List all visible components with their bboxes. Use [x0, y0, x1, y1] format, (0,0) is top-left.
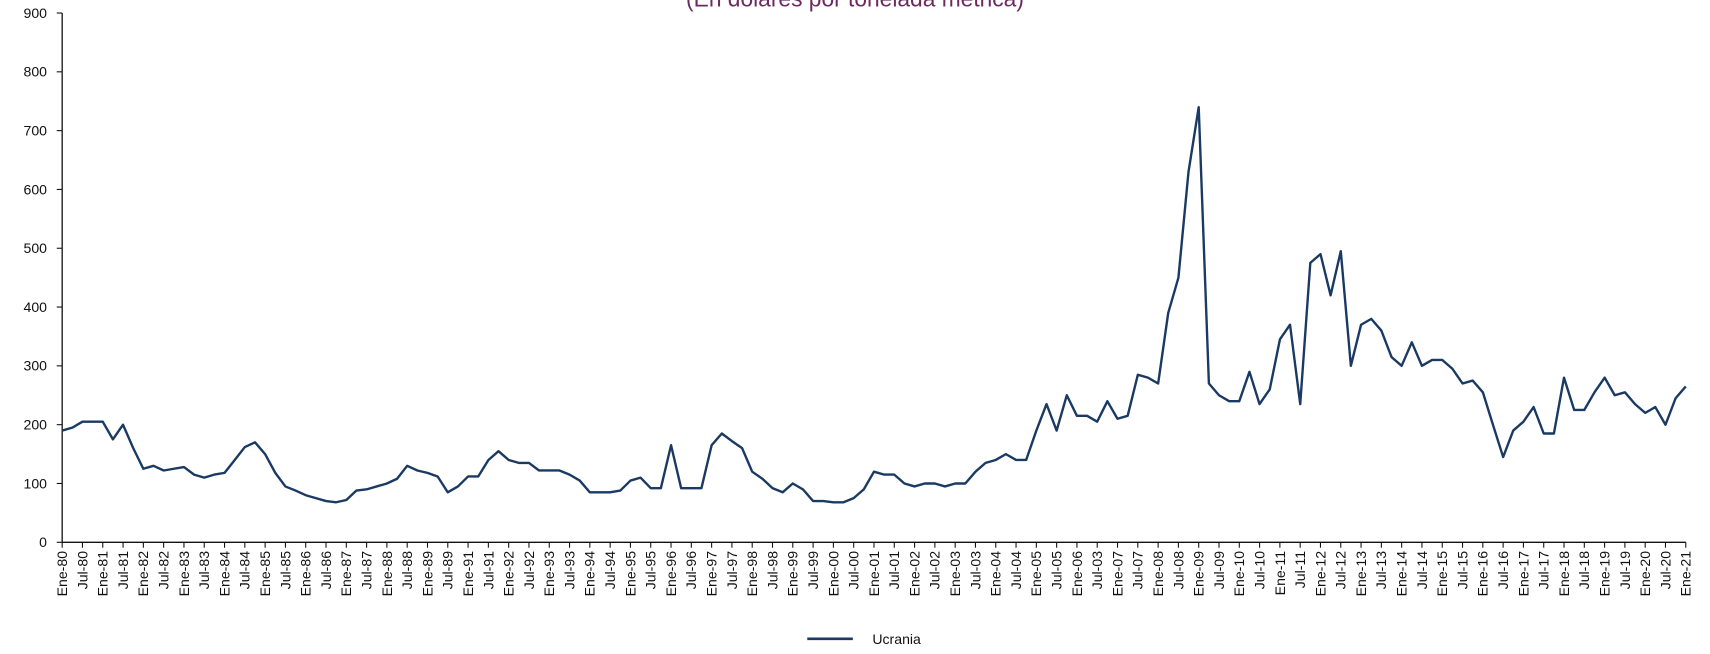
x-tick-label: Ene-81 — [95, 551, 111, 597]
y-tick-label: 400 — [23, 299, 47, 315]
x-tick-label: Jul-01 — [886, 551, 902, 590]
x-tick-label: Jul-85 — [277, 551, 293, 590]
x-tick-label: Ene-85 — [257, 551, 273, 597]
x-tick-label: Jul-97 — [724, 551, 740, 590]
x-tick-label: Jul-88 — [399, 551, 415, 590]
x-tick-label: Ene-16 — [1475, 551, 1491, 597]
x-tick-label: Ene-15 — [1434, 551, 1450, 597]
x-tick-label: Jul-93 — [561, 551, 577, 590]
x-tick-label: Ene-91 — [460, 551, 476, 597]
x-tick-label: Jul-00 — [846, 551, 862, 590]
x-tick-label: Ene-86 — [298, 551, 314, 597]
x-tick-label: Jul-84 — [237, 551, 253, 590]
x-tick-label: Jul-08 — [1170, 551, 1186, 590]
x-tick-label: Jul-18 — [1576, 551, 1592, 590]
x-tick-label: Ene-82 — [135, 551, 151, 597]
x-tick-label: Jul-82 — [156, 551, 172, 590]
x-tick-label: Ene-05 — [1028, 551, 1044, 597]
x-tick-label: Ene-80 — [54, 551, 70, 597]
x-tick-label: Jul-80 — [74, 551, 90, 590]
x-tick-label: Jul-07 — [1130, 551, 1146, 590]
y-tick-label: 800 — [23, 64, 47, 80]
x-tick-label: Ene-07 — [1109, 551, 1125, 597]
x-tick-label: Jul-89 — [440, 551, 456, 590]
x-tick-label: Jul-02 — [927, 551, 943, 590]
chart-subtitle: (En dólares por tonelada métrica) — [686, 0, 1024, 12]
x-tick-label: Jul-96 — [683, 551, 699, 590]
y-tick-label: 700 — [23, 123, 47, 139]
x-tick-label: Ene-94 — [582, 551, 598, 597]
x-tick-label: Jul-98 — [764, 551, 780, 590]
x-tick-label: Ene-97 — [703, 551, 719, 597]
x-tick-label: Jul-20 — [1657, 551, 1673, 590]
x-tick-label: Jul-92 — [521, 551, 537, 590]
x-tick-label: Ene-12 — [1312, 551, 1328, 597]
y-tick-label: 500 — [23, 240, 47, 256]
x-tick-label: Jul-94 — [602, 551, 618, 590]
x-tick-label: Jul-09 — [1211, 551, 1227, 590]
x-tick-label: Ene-02 — [906, 551, 922, 597]
x-tick-label: Jul-19 — [1617, 551, 1633, 590]
x-tick-label: Jul-12 — [1333, 551, 1349, 590]
x-tick-label: Jul-05 — [1049, 551, 1065, 590]
x-tick-label: Ene-20 — [1637, 551, 1653, 597]
x-tick-label: Ene-18 — [1556, 551, 1572, 597]
x-tick-label: Ene-19 — [1596, 551, 1612, 597]
x-tick-label: Jul-03 — [967, 551, 983, 590]
x-tick-label: Jul-17 — [1536, 551, 1552, 590]
x-tick-label: Ene-08 — [1150, 551, 1166, 597]
y-tick-label: 100 — [23, 475, 47, 491]
x-tick-label: Ene-04 — [988, 551, 1004, 597]
series-line — [61, 105, 1687, 504]
x-tick-label: Ene-99 — [785, 551, 801, 597]
x-tick-label: Jul-03 — [1089, 551, 1105, 590]
x-tick-label: Ene-17 — [1515, 551, 1531, 597]
x-tick-label: Jul-83 — [196, 551, 212, 590]
x-tick-label: Ene-09 — [1191, 551, 1207, 597]
x-tick-label: Jul-86 — [318, 551, 334, 590]
x-tick-label: Ene-93 — [541, 551, 557, 597]
x-tick-label: Ene-01 — [866, 551, 882, 597]
x-tick-label: Ene-87 — [338, 551, 354, 597]
x-tick-label: Ene-84 — [216, 551, 232, 597]
x-tick-label: Ene-00 — [825, 551, 841, 597]
y-tick-label: 200 — [23, 417, 47, 433]
y-tick-label: 600 — [23, 181, 47, 197]
x-tick-label: Ene-98 — [744, 551, 760, 597]
x-tick-label: Jul-14 — [1414, 551, 1430, 590]
x-tick-label: Ene-21 — [1678, 551, 1694, 597]
x-tick-label: Jul-15 — [1454, 551, 1470, 590]
x-tick-label: Ene-14 — [1394, 551, 1410, 597]
x-tick-label: Jul-11 — [1292, 551, 1308, 588]
x-tick-label: Ene-95 — [622, 551, 638, 597]
x-tick-label: Ene-03 — [947, 551, 963, 597]
x-tick-label: Ene-88 — [379, 551, 395, 597]
x-tick-label: Jul-04 — [1008, 551, 1024, 590]
x-tick-label: Ene-96 — [663, 551, 679, 597]
x-tick-label: Jul-16 — [1495, 551, 1511, 590]
x-tick-label: Ene-11 — [1272, 551, 1288, 596]
x-tick-label: Jul-99 — [805, 551, 821, 590]
y-tick-label: 300 — [23, 358, 47, 374]
y-tick-label: 900 — [23, 5, 47, 21]
y-tick-label: 0 — [39, 534, 47, 550]
x-tick-label: Jul-95 — [643, 551, 659, 590]
x-tick-label: Ene-89 — [419, 551, 435, 597]
x-tick-label: Jul-87 — [358, 551, 374, 590]
x-tick-label: Jul-13 — [1373, 551, 1389, 590]
x-tick-label: Jul-91 — [480, 551, 496, 590]
x-tick-label: Ene-10 — [1231, 551, 1247, 597]
x-tick-label: Ene-83 — [176, 551, 192, 597]
legend-label: Ucrania — [872, 631, 921, 647]
x-tick-label: Ene-13 — [1353, 551, 1369, 597]
x-tick-label: Jul-10 — [1251, 551, 1267, 590]
x-tick-label: Jul-81 — [115, 551, 131, 590]
x-tick-label: Ene-92 — [501, 551, 517, 597]
x-tick-label: Ene-06 — [1069, 551, 1085, 597]
